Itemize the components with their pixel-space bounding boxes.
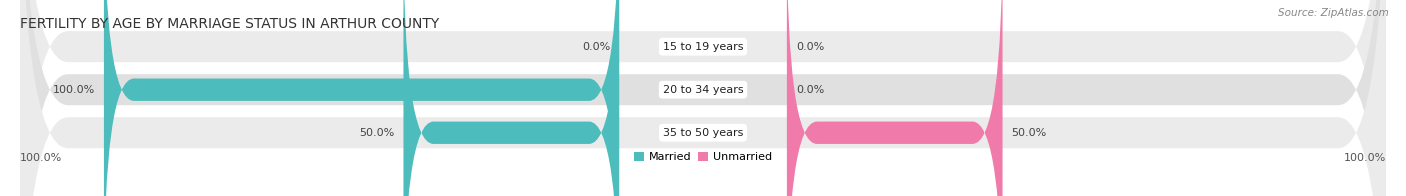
- Text: 0.0%: 0.0%: [796, 42, 824, 52]
- Text: 100.0%: 100.0%: [20, 153, 62, 163]
- Text: FERTILITY BY AGE BY MARRIAGE STATUS IN ARTHUR COUNTY: FERTILITY BY AGE BY MARRIAGE STATUS IN A…: [20, 16, 439, 31]
- Text: 20 to 34 years: 20 to 34 years: [662, 85, 744, 95]
- FancyBboxPatch shape: [20, 0, 1386, 196]
- Text: 0.0%: 0.0%: [796, 85, 824, 95]
- Text: 35 to 50 years: 35 to 50 years: [662, 128, 744, 138]
- Text: 100.0%: 100.0%: [1344, 153, 1386, 163]
- FancyBboxPatch shape: [20, 0, 1386, 196]
- FancyBboxPatch shape: [787, 0, 1002, 196]
- Text: 0.0%: 0.0%: [582, 42, 610, 52]
- Text: 50.0%: 50.0%: [359, 128, 395, 138]
- Text: 100.0%: 100.0%: [52, 85, 96, 95]
- FancyBboxPatch shape: [404, 0, 619, 196]
- FancyBboxPatch shape: [20, 0, 1386, 196]
- Text: 15 to 19 years: 15 to 19 years: [662, 42, 744, 52]
- Text: Source: ZipAtlas.com: Source: ZipAtlas.com: [1278, 8, 1389, 18]
- Legend: Married, Unmarried: Married, Unmarried: [630, 148, 776, 167]
- FancyBboxPatch shape: [104, 0, 619, 196]
- Text: 50.0%: 50.0%: [1011, 128, 1047, 138]
